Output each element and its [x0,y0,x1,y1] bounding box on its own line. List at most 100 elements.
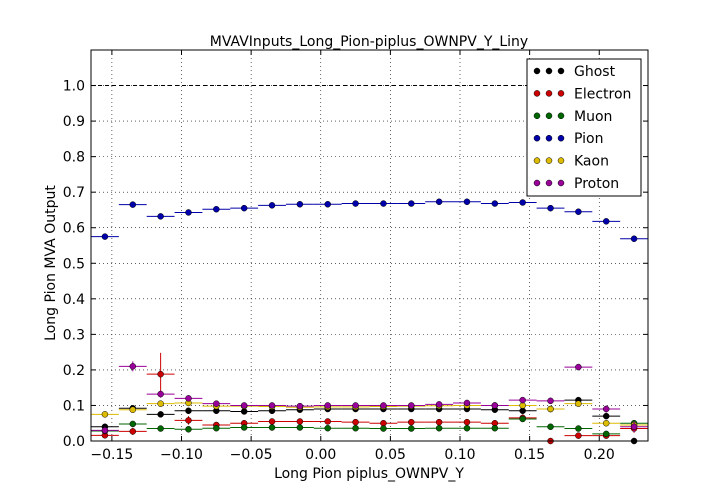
legend-marker [533,90,541,97]
x-tick-label: −0.15 [90,447,133,463]
y-tick-label: 1.0 [63,79,85,95]
legend-label: Electron [574,86,631,102]
proton-point [435,401,443,408]
muon-point [185,426,192,433]
pion-point [463,198,471,206]
pion-point [602,218,610,225]
proton-point [157,390,164,398]
pion-point [268,202,276,209]
legend-marker [533,112,541,120]
proton-point [602,405,610,413]
legend-marker [533,67,541,75]
proton-point [630,423,638,431]
electron-point [575,432,582,439]
legend-marker [533,157,541,164]
proton-point [101,427,109,434]
muon-point [129,420,137,428]
muon-point [352,424,359,432]
ghost-point [602,412,610,420]
muon-point [491,424,499,432]
legend-label: Ghost [574,64,616,80]
legend-marker [557,179,565,187]
electron-point [408,418,415,426]
legend-marker [557,112,565,120]
y-tick-label: 0.4 [63,292,85,308]
electron-point [157,370,164,378]
pion-point [129,201,137,208]
x-tick-label: −0.05 [230,447,273,463]
pion-point [213,205,220,213]
legend-marker [545,67,553,75]
pion-point [630,235,638,242]
pion-point [240,204,248,212]
y-tick-label: 0.7 [63,185,85,201]
pion-point [185,209,192,216]
muon-point [602,430,610,438]
legend-marker [533,134,541,142]
pion-point [157,213,164,220]
y-tick-label: 0.6 [63,221,85,237]
muon-point [268,424,276,431]
y-tick-label: 0.0 [63,434,85,450]
electron-point [352,418,359,426]
pion-point [324,201,331,208]
electron-point [268,418,276,425]
legend-label: Pion [574,131,603,147]
legend-label: Muon [574,109,612,125]
kaon-point [602,419,610,427]
y-tick-label: 0.9 [63,114,85,130]
y-tick-label: 0.3 [63,327,85,343]
electron-point [324,418,331,425]
legend-label: Proton [574,176,619,192]
pion-point [547,204,554,212]
x-tick-label: 0.15 [514,447,545,463]
legend-box [526,58,642,197]
proton-point [129,363,137,370]
x-tick-label: 0.20 [584,447,615,463]
chart-title: MVAVInputs_Long_Pion-piplus_OWNPV_Y_Liny [210,34,528,50]
legend-item-ghost: Ghost [533,64,616,80]
pion-point [435,198,443,206]
x-tick-label: 0.05 [375,447,406,463]
legend-marker [545,179,553,187]
plot-frame [90,49,649,442]
muon-point [240,424,248,431]
muon-point [296,424,304,431]
muon-point [213,424,220,432]
series-pion [91,198,648,242]
proton-point [575,363,582,371]
legend-marker [545,90,553,97]
series-proton [91,361,648,434]
electron-point [185,417,192,424]
x-tick-label: −0.10 [160,447,203,463]
legend-item-muon: Muon [533,109,612,125]
muon-point [463,424,471,432]
proton-point [240,402,248,409]
legend-marker [545,134,553,142]
x-tick-label: 0.10 [444,447,475,463]
proton-point [352,402,359,409]
pion-point [491,200,499,207]
proton-point [408,402,415,409]
pion-point [352,200,359,207]
proton-point [463,399,471,407]
legend-marker [557,157,565,164]
muon-point [435,424,443,432]
kaon-point [547,405,554,413]
muon-point [157,425,164,432]
proton-point [491,402,499,409]
pion-point [575,208,582,215]
legend-marker [557,134,565,142]
electron-point [296,418,304,425]
proton-point [519,396,526,404]
x-tick-label: 0.00 [305,447,336,463]
legend-item-electron: Electron [533,86,631,102]
pion-point [296,201,304,208]
pion-point [380,200,387,207]
kaon-point [129,406,137,413]
kaon-point [157,400,164,407]
legend-item-pion: Pion [533,131,603,147]
pion-point [101,233,109,240]
legend-label: Kaon [574,154,609,170]
proton-point [547,397,554,405]
